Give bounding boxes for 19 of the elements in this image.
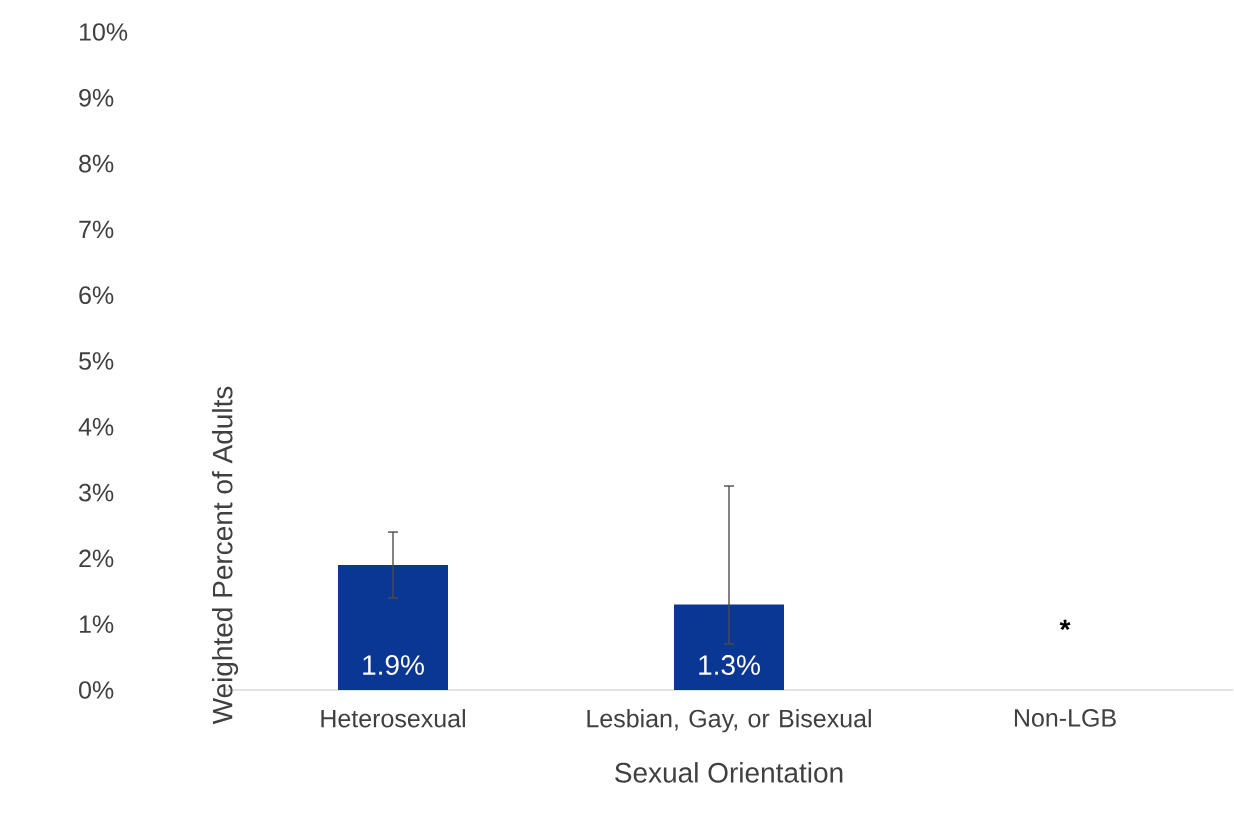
data-label: 1.3% xyxy=(699,655,760,675)
x-tick-label: Heterosexual xyxy=(321,709,465,728)
y-tick-label: 7% xyxy=(79,220,114,239)
y-tick-label: 0% xyxy=(79,681,114,699)
x-axis-title: Sexual Orientation xyxy=(615,762,843,783)
y-axis-title: Weighted Percent of Adults xyxy=(211,386,239,725)
y-tick-label: 6% xyxy=(79,286,114,305)
y-tick-label: 3% xyxy=(79,483,114,502)
y-tick-label: 10% xyxy=(79,23,128,41)
data-label: 1.9% xyxy=(363,655,424,675)
x-tick-label: Lesbian, Gay, or Bisexual xyxy=(587,709,871,733)
y-tick-label: 9% xyxy=(79,88,114,107)
y-tick-label: 8% xyxy=(79,154,114,173)
x-tick-label: Non-LGB xyxy=(1014,709,1116,727)
y-tick-label: 2% xyxy=(79,549,114,568)
annotation: * xyxy=(1059,619,1071,631)
y-tick-label: 4% xyxy=(78,418,114,436)
y-tick-label: 1% xyxy=(79,615,114,633)
y-tick-label: 5% xyxy=(79,352,114,370)
